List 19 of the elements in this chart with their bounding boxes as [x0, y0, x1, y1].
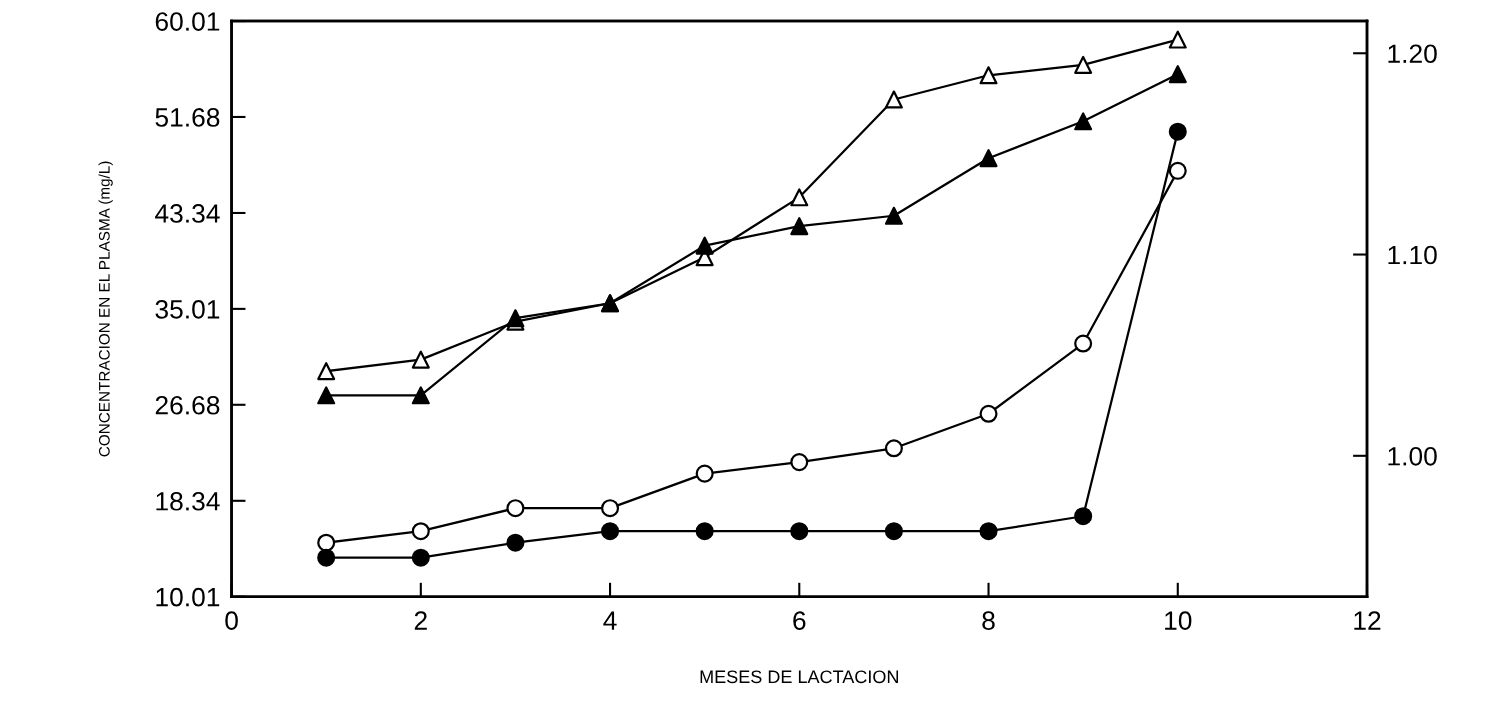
y-tick-label: 10.01 [156, 587, 220, 607]
x-tick-label: 12 [1354, 611, 1381, 630]
x-tick-label: 10 [1165, 611, 1192, 630]
y-tick-label: 51.68 [155, 108, 220, 127]
y-tick-label: 60.01 [155, 12, 220, 31]
x-tick-label: 2 [414, 611, 427, 630]
y-tick-label: 18.34 [156, 491, 220, 511]
y-axis-title: CONCENTRACION EN EL PLASMA (mg/L) [98, 161, 113, 457]
y2-tick-label: 1.00 [1388, 446, 1437, 466]
y-tick-label: 35.01 [155, 300, 220, 319]
y2-tick-label: 1.20 [1388, 44, 1437, 64]
x-tick-label: 0 [225, 611, 238, 630]
x-tick-label: 8 [982, 611, 995, 630]
y2-tick-label: 1.10 [1388, 245, 1437, 265]
y-tick-label: 26.68 [155, 395, 220, 415]
x-axis-title: MESES DE LACTACION [700, 670, 898, 684]
x-tick-label: 4 [603, 611, 617, 630]
y-tick-label: 43.34 [155, 204, 220, 223]
x-tick-label: 6 [793, 611, 806, 630]
